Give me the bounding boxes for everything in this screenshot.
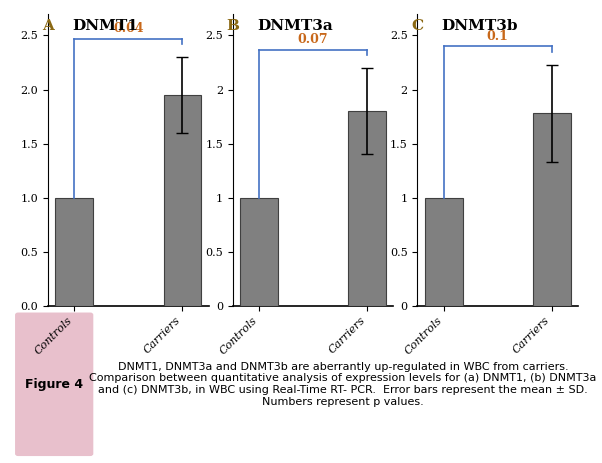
Bar (424, 198, 462, 306)
Text: 0.1: 0.1 (486, 30, 509, 43)
Text: C: C (411, 19, 423, 32)
Text: A: A (42, 19, 54, 32)
Bar (348, 111, 386, 306)
Text: B: B (227, 19, 240, 32)
Bar (164, 95, 202, 306)
Text: DNMT3b: DNMT3b (441, 19, 518, 32)
Bar (533, 113, 571, 306)
FancyBboxPatch shape (15, 313, 93, 456)
Text: 0.04: 0.04 (113, 23, 144, 36)
Text: DNMT3a: DNMT3a (257, 19, 332, 32)
Text: 0.07: 0.07 (298, 33, 328, 46)
Bar (240, 198, 278, 306)
Text: Figure 4: Figure 4 (25, 378, 83, 391)
Bar (55, 198, 93, 306)
Text: DNMT1, DNMT3a and DNMT3b are aberrantly up-regulated in WBC from carriers. Compa: DNMT1, DNMT3a and DNMT3b are aberrantly … (90, 362, 597, 407)
Text: DNMT1: DNMT1 (72, 19, 138, 32)
